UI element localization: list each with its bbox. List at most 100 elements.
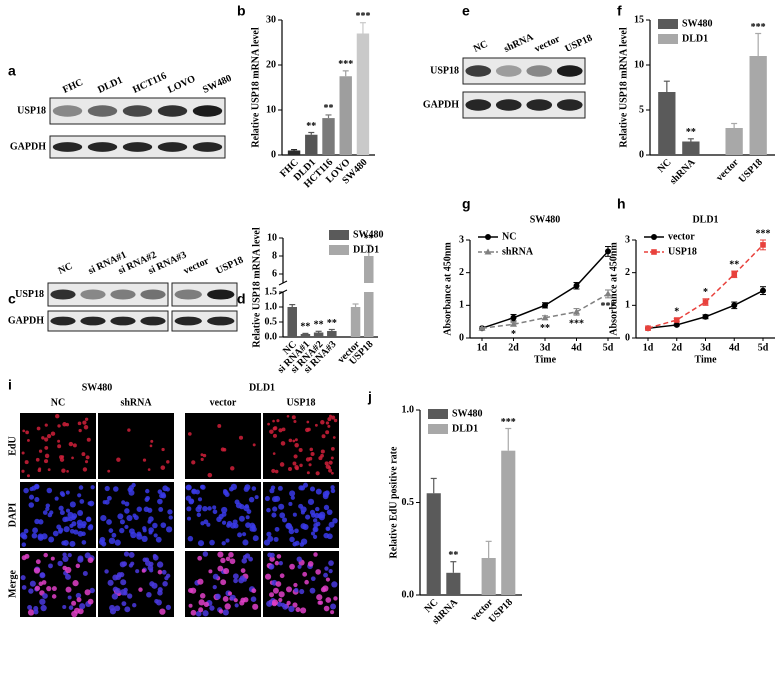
cell xyxy=(46,586,52,592)
cell xyxy=(268,564,274,570)
cell xyxy=(82,420,87,425)
y-tick-label: 0.0 xyxy=(402,589,415,600)
cell xyxy=(308,463,312,467)
cell xyxy=(218,609,224,614)
marker xyxy=(651,249,657,255)
panel-label: e xyxy=(462,3,470,19)
marker xyxy=(478,324,486,331)
cell xyxy=(292,602,298,608)
marker xyxy=(760,242,766,248)
cell xyxy=(238,435,244,440)
line xyxy=(481,293,609,329)
cell xyxy=(312,518,318,523)
cell xyxy=(142,526,147,531)
blot-band xyxy=(52,142,83,152)
cell xyxy=(310,451,315,456)
cell xyxy=(152,522,158,529)
cell xyxy=(325,577,331,582)
cell xyxy=(328,569,333,574)
marker xyxy=(645,325,651,331)
cell xyxy=(208,569,213,574)
cell xyxy=(188,603,193,608)
cell xyxy=(65,574,71,580)
cell xyxy=(305,514,311,520)
cell xyxy=(239,575,245,581)
cell xyxy=(271,496,278,503)
cell xyxy=(106,519,112,525)
x-tick-label: 1d xyxy=(477,342,488,353)
cell xyxy=(33,567,41,574)
cell xyxy=(26,474,30,478)
cell xyxy=(327,417,332,422)
cell xyxy=(274,469,279,474)
cell xyxy=(264,496,270,502)
x-tick-label: 1d xyxy=(643,342,654,353)
cell xyxy=(291,415,296,420)
cell xyxy=(300,607,307,614)
blot-band xyxy=(174,316,202,326)
cell xyxy=(65,566,72,574)
cell xyxy=(22,429,26,433)
cell xyxy=(203,601,210,608)
cell xyxy=(141,568,146,573)
significance: ** xyxy=(324,103,334,114)
cell xyxy=(318,514,325,521)
marker xyxy=(731,302,738,309)
cell xyxy=(330,446,335,451)
cell xyxy=(43,459,49,464)
cell xyxy=(113,486,119,492)
cell xyxy=(212,584,217,590)
cell xyxy=(82,467,88,472)
significance: *** xyxy=(601,301,616,312)
cell xyxy=(318,456,323,461)
cell xyxy=(218,513,224,520)
cell xyxy=(111,593,119,600)
cell xyxy=(223,489,229,496)
cell xyxy=(152,554,159,561)
cell xyxy=(227,591,233,596)
cell xyxy=(330,485,335,490)
cell xyxy=(87,598,94,605)
cell xyxy=(121,601,127,607)
y-tick-label: 2 xyxy=(459,267,464,278)
cell xyxy=(252,535,259,542)
cell xyxy=(279,462,285,467)
cell xyxy=(31,485,37,491)
cell xyxy=(316,594,323,601)
significance: ** xyxy=(540,323,550,334)
x-axis-label: Time xyxy=(694,354,717,365)
cell xyxy=(252,603,259,610)
cell xyxy=(112,574,119,581)
cell xyxy=(44,423,48,427)
cell xyxy=(230,466,235,471)
blot-band xyxy=(110,316,136,326)
cell xyxy=(38,449,43,453)
row-label: USP18 xyxy=(17,105,46,116)
cell xyxy=(311,531,316,536)
cell xyxy=(324,461,329,466)
cell xyxy=(297,564,302,569)
significance: ** xyxy=(327,318,337,329)
significance: * xyxy=(674,307,679,318)
cell xyxy=(67,552,72,558)
cell xyxy=(164,575,169,581)
x-tick-label: 3d xyxy=(700,342,711,353)
cell xyxy=(190,609,197,616)
cell xyxy=(269,429,274,434)
cell xyxy=(157,590,163,596)
cell xyxy=(251,588,257,594)
marker xyxy=(760,287,766,294)
cell xyxy=(33,609,39,615)
cell xyxy=(269,556,275,562)
cell xyxy=(320,449,325,454)
marker xyxy=(484,248,492,255)
blot-band xyxy=(192,142,223,152)
cell xyxy=(307,561,314,567)
cell xyxy=(35,457,40,462)
axis-break xyxy=(278,280,288,286)
bar xyxy=(749,56,767,155)
cell xyxy=(89,587,95,594)
group-label: SW480 xyxy=(82,382,113,393)
y-tick-label: 3 xyxy=(625,234,630,245)
